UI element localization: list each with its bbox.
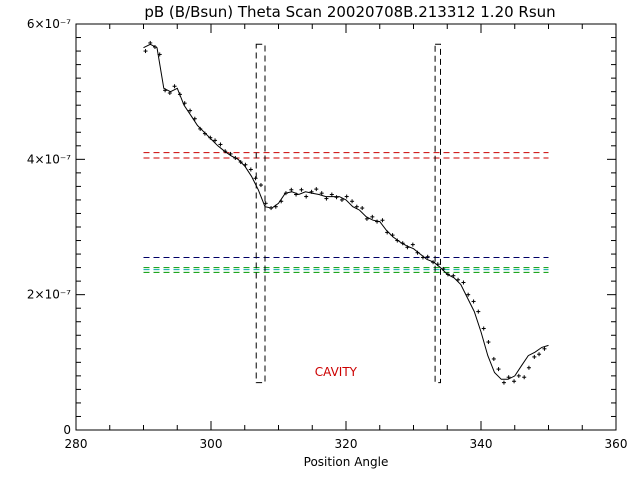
data-point: [339, 197, 344, 202]
data-point: [143, 49, 148, 54]
data-point: [461, 280, 466, 285]
y-tick-label: 6×10⁻⁷: [27, 17, 71, 31]
data-point: [344, 194, 349, 199]
data-point: [228, 151, 233, 156]
data-point: [172, 84, 177, 89]
data-point: [456, 277, 461, 282]
data-point: [375, 219, 380, 224]
data-point: [223, 149, 228, 154]
data-point: [476, 309, 481, 314]
data-point: [364, 216, 369, 221]
data-point: [441, 266, 446, 271]
data-point: [445, 272, 450, 277]
data-point: [380, 218, 385, 223]
y-tick-label: 2×10⁻⁷: [27, 288, 71, 302]
data-point: [324, 196, 329, 201]
data-point: [354, 204, 359, 209]
x-tick-label: 300: [200, 437, 223, 451]
data-point: [481, 326, 486, 331]
data-point: [415, 250, 420, 255]
data-point: [233, 155, 238, 160]
data-point: [294, 192, 299, 197]
data-point: [188, 108, 193, 113]
data-point: [213, 138, 218, 143]
plot-overlays: CAVITY: [143, 43, 549, 384]
data-point: [304, 194, 309, 199]
data-point: [370, 214, 375, 219]
data-point: [491, 356, 496, 361]
data-point: [218, 142, 223, 147]
data-point: [405, 245, 410, 250]
data-point: [390, 233, 395, 238]
data-point: [410, 242, 415, 247]
data-point: [542, 346, 547, 351]
data-point: [400, 241, 405, 246]
data-point: [385, 230, 390, 235]
data-point: [522, 375, 527, 380]
data-point: [506, 375, 511, 380]
x-axis-label: Position Angle: [304, 455, 389, 469]
data-point: [198, 126, 203, 131]
data-point: [263, 201, 268, 206]
axis-ticks: 280 300 320 340 360 0 2×10⁻⁷ 4×10⁻⁷ 6×10⁻⁷: [27, 17, 628, 451]
data-point: [279, 199, 284, 204]
data-point: [395, 238, 400, 243]
data-point: [177, 92, 182, 97]
data-point: [192, 116, 197, 121]
data-point: [163, 88, 168, 93]
annotation-cavity: CAVITY: [315, 365, 358, 379]
data-point: [360, 206, 365, 211]
data-point: [258, 183, 263, 188]
data-point: [512, 379, 517, 384]
data-point: [273, 204, 278, 209]
x-tick-label: 360: [605, 437, 628, 451]
data-point: [451, 273, 456, 278]
data-point: [532, 354, 537, 359]
data-point: [431, 260, 436, 265]
data-point: [516, 373, 521, 378]
x-tick-label: 280: [65, 437, 88, 451]
data-point: [471, 299, 476, 304]
y-tick-label: 0: [63, 423, 71, 437]
data-point: [182, 101, 187, 106]
cavity-boundary-box: [434, 43, 442, 384]
data-point: [309, 189, 314, 194]
chart-title: pB (B/Bsun) Theta Scan 20020708B.213312 …: [144, 3, 555, 21]
data-point: [537, 352, 542, 357]
data-point: [202, 131, 207, 136]
data-point: [167, 91, 172, 96]
data-point: [420, 255, 425, 260]
data-point: [253, 176, 258, 181]
y-tick-label: 4×10⁻⁷: [27, 152, 71, 166]
data-point: [208, 135, 213, 140]
data-point: [243, 162, 248, 167]
data-point: [289, 187, 294, 192]
data-point: [466, 292, 471, 297]
data-point: [501, 380, 506, 385]
data-point: [269, 206, 274, 211]
cavity-boundary-box: [255, 43, 266, 384]
data-point: [350, 199, 355, 204]
data-point: [299, 187, 304, 192]
data-point: [526, 365, 531, 370]
data-point: [435, 262, 440, 267]
data-point: [329, 192, 334, 197]
data-point: [334, 195, 339, 200]
series-line: [143, 43, 549, 380]
data-point: [486, 340, 491, 345]
data-point: [319, 191, 324, 196]
data-point: [248, 167, 253, 172]
x-tick-label: 320: [335, 437, 358, 451]
data-point: [283, 191, 288, 196]
data-point: [148, 40, 153, 45]
x-tick-label: 340: [470, 437, 493, 451]
data-point: [157, 52, 162, 57]
data-point: [238, 160, 243, 165]
data-point: [425, 254, 430, 259]
data-point: [496, 367, 501, 372]
data-point: [152, 45, 157, 50]
series-layer: [143, 40, 549, 385]
data-point: [314, 187, 319, 192]
